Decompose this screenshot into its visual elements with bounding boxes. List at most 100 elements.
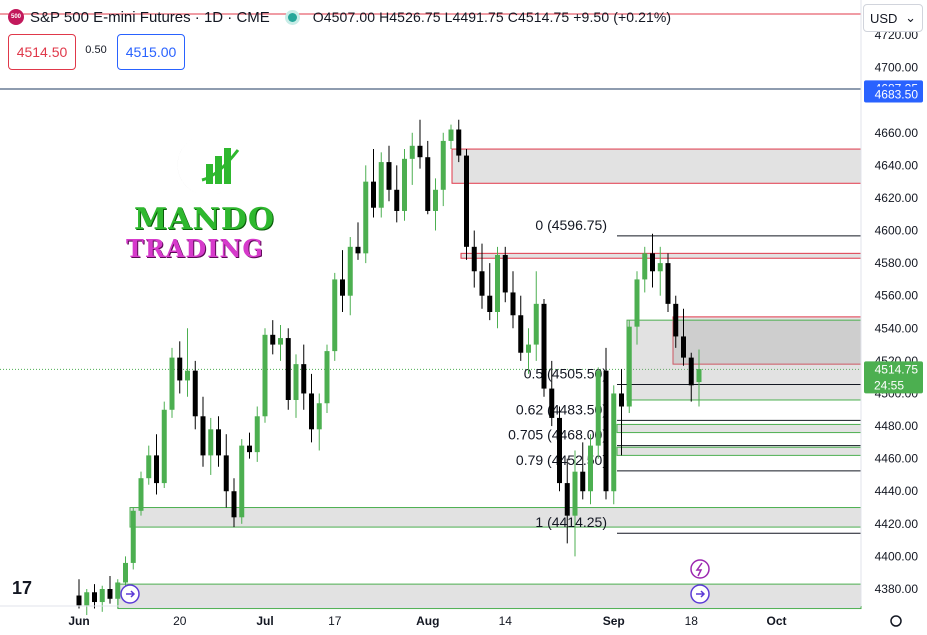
candle-body — [564, 483, 570, 516]
arrow-icon — [126, 590, 136, 598]
y-tick-label: 4600.00 — [875, 224, 919, 238]
currency-value: USD — [870, 10, 898, 26]
zone-supply — [460, 252, 862, 259]
moon-logo-icon — [177, 138, 240, 196]
fib-label: 0.5 (4505.50) — [524, 366, 607, 382]
currency-select[interactable]: USD ⌄ — [863, 4, 923, 32]
x-tick-label: Oct — [766, 614, 786, 628]
price-label-text: 4514.75 — [875, 362, 919, 376]
candle-body — [278, 338, 283, 345]
symbol-badge: 500 — [8, 9, 24, 25]
candle-body — [208, 429, 214, 456]
price-label-text: 4683.50 — [875, 87, 919, 101]
price-label-tag: 4514.75 24:55 — [864, 361, 923, 394]
candle-body — [185, 370, 190, 381]
candle-body — [177, 357, 183, 381]
x-tick-label: 20 — [173, 614, 187, 628]
fib-label: 0.62 (4483.50) — [516, 401, 607, 417]
candle-body — [355, 246, 361, 254]
ohlc-values: O4507.00 H4526.75 L4491.75 C4514.75 +9.5… — [312, 9, 672, 25]
settings-gear-icon — [890, 615, 902, 627]
x-tick-label: 17 — [328, 614, 342, 628]
candle-body — [688, 357, 694, 386]
candle-body — [386, 162, 392, 190]
candle-body — [510, 292, 516, 316]
candle-body — [665, 263, 671, 304]
candle-body — [247, 445, 252, 453]
candle-body — [123, 562, 128, 583]
candle-body — [363, 181, 369, 254]
tradingview-logo-icon[interactable]: 17 — [12, 578, 33, 598]
mando-trading-logo: MANDO TRADING — [122, 130, 292, 265]
x-tick-label: 14 — [499, 614, 513, 628]
candle-body — [309, 393, 314, 430]
y-tick-label: 4640.00 — [875, 158, 919, 172]
candle-body — [696, 369, 702, 383]
candle-body — [611, 393, 617, 492]
candle-body — [433, 189, 438, 211]
x-tick-label: Jul — [256, 614, 273, 628]
price-label-bg — [864, 361, 923, 394]
candle-body — [409, 145, 415, 159]
candle-body — [254, 416, 260, 453]
candle-body — [603, 370, 609, 492]
logo-line1: MANDO — [134, 202, 276, 237]
y-tick-label: 4460.00 — [875, 452, 919, 466]
candle-body — [324, 351, 330, 404]
candle-body — [92, 592, 97, 603]
candle-body — [115, 582, 121, 599]
candle-body — [285, 338, 291, 400]
y-tick-label: 4660.00 — [875, 126, 919, 140]
candle-body — [673, 303, 679, 337]
candle-body — [456, 129, 462, 156]
candle-body — [84, 592, 90, 606]
buy-button[interactable]: 4515.00 — [117, 34, 185, 70]
candle-body — [425, 157, 431, 211]
candle-body — [138, 478, 144, 511]
zone-supply — [451, 148, 862, 184]
countdown-label: 24:55 — [874, 378, 904, 392]
candle-body — [580, 471, 586, 492]
candle-body — [502, 254, 508, 293]
zone-demand — [117, 583, 862, 610]
candle-body — [650, 253, 655, 272]
candle-body — [301, 364, 307, 394]
symbol-title[interactable]: S&P 500 E-mini Futures · 1D · CME — [30, 8, 270, 26]
candle-body — [681, 336, 686, 358]
zone-demand — [616, 423, 862, 434]
candle-body — [340, 279, 345, 296]
sell-button[interactable]: 4514.50 — [8, 34, 76, 70]
candle-body — [533, 303, 539, 345]
candle-body — [270, 334, 276, 345]
logo-line2: TRADING — [126, 234, 264, 263]
y-tick-label: 4400.00 — [875, 549, 919, 563]
candle-body — [223, 455, 229, 492]
candle-body — [130, 510, 136, 563]
candle-body — [146, 455, 152, 479]
x-tick-label: 18 — [685, 614, 699, 628]
fib-label: 0 (4596.75) — [535, 217, 607, 233]
candle-body — [557, 417, 562, 484]
candle-body — [626, 326, 632, 407]
y-tick-label: 4540.00 — [875, 321, 919, 335]
lightning-event-icon — [690, 559, 710, 579]
candle-body — [572, 471, 578, 516]
candle-body — [495, 254, 500, 312]
y-tick-label: 4560.00 — [875, 289, 919, 303]
lightning-icon — [695, 562, 703, 577]
zone-demand — [616, 446, 862, 456]
candle-body — [487, 295, 493, 312]
candle-body — [239, 445, 245, 518]
y-tick-label: 4420.00 — [875, 517, 919, 531]
x-tick-label: Aug — [416, 614, 439, 628]
chart-header: 500 S&P 500 E-mini Futures · 1D · CME O4… — [8, 6, 671, 28]
spread-value: 0.50 — [85, 44, 107, 56]
candle-body — [99, 589, 105, 603]
candle-body — [479, 271, 485, 296]
candle-body — [192, 370, 198, 417]
candle-body — [169, 357, 175, 410]
candle-body — [657, 263, 663, 272]
candle-body — [394, 189, 400, 211]
y-tick-label: 4440.00 — [875, 484, 919, 498]
